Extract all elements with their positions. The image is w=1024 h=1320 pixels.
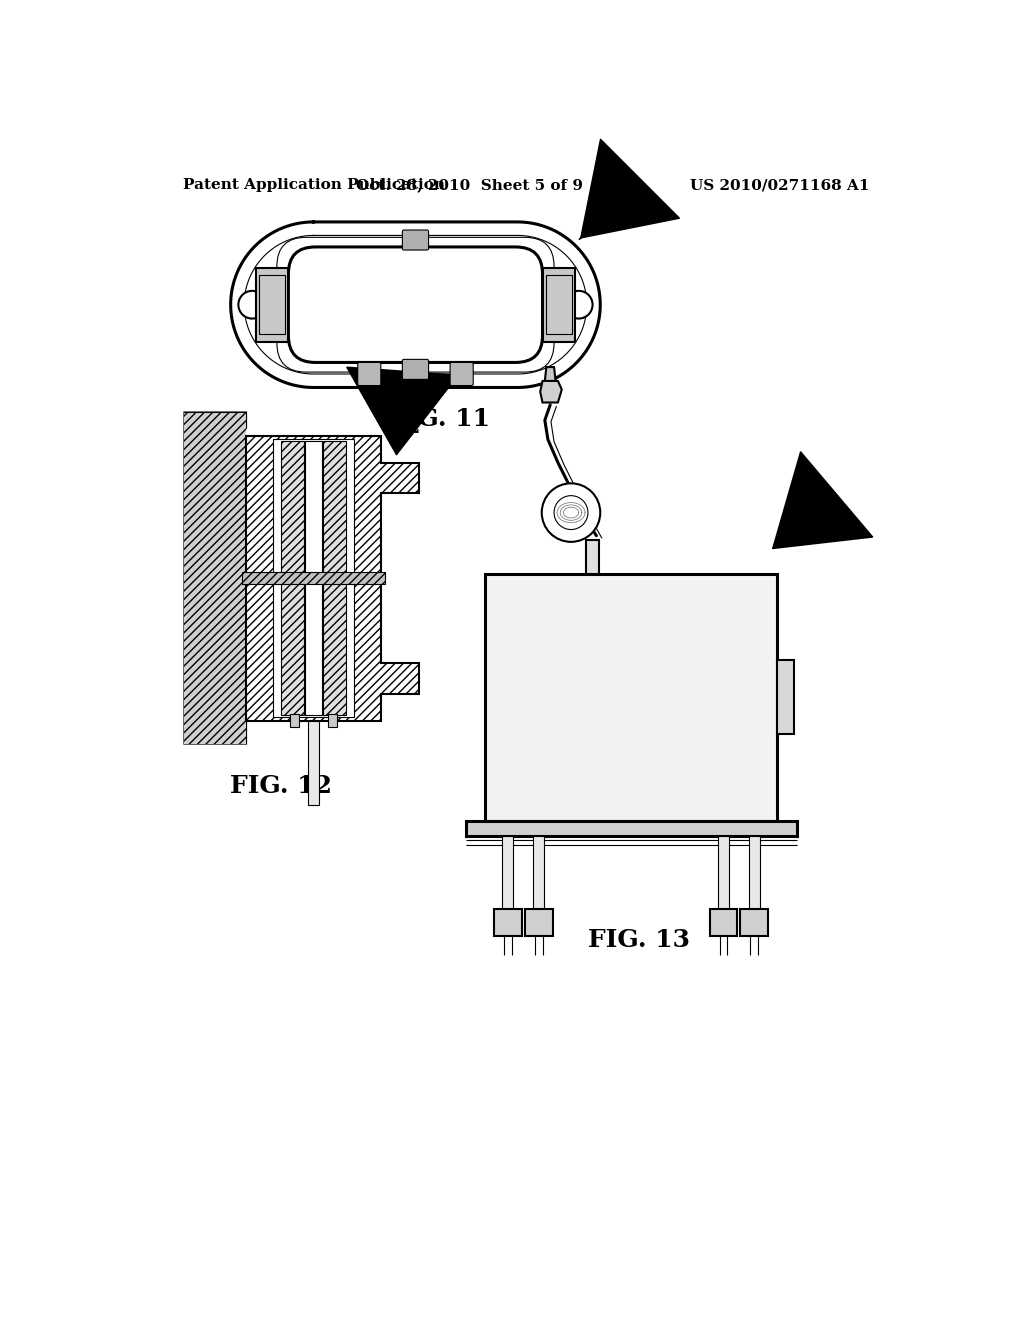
Polygon shape [494,909,521,936]
Polygon shape [184,412,246,743]
FancyBboxPatch shape [357,363,381,385]
Polygon shape [230,222,600,388]
Circle shape [565,290,593,318]
Text: 52: 52 [395,418,420,437]
Polygon shape [184,412,246,743]
FancyBboxPatch shape [289,247,543,363]
Text: Patent Application Publication: Patent Application Publication [183,178,444,193]
FancyBboxPatch shape [402,230,429,249]
Circle shape [542,483,600,543]
Polygon shape [323,441,346,715]
Polygon shape [740,909,768,936]
Polygon shape [749,836,760,909]
FancyBboxPatch shape [402,359,429,379]
Polygon shape [541,381,562,403]
Polygon shape [308,721,318,805]
Text: US 2010/0271168 A1: US 2010/0271168 A1 [690,178,869,193]
Polygon shape [534,836,544,909]
Polygon shape [543,268,574,342]
Text: FIG. 11: FIG. 11 [387,407,489,430]
Polygon shape [484,574,777,821]
Text: 10: 10 [787,507,813,525]
Polygon shape [305,441,322,715]
Polygon shape [290,714,299,726]
Polygon shape [273,440,354,717]
Circle shape [239,290,266,318]
FancyBboxPatch shape [451,363,473,385]
Text: 52: 52 [594,205,618,223]
Polygon shape [466,821,797,836]
Text: FIG. 12: FIG. 12 [229,774,332,799]
Polygon shape [586,540,599,574]
Polygon shape [246,436,419,721]
Polygon shape [524,909,553,936]
Polygon shape [718,836,729,909]
Polygon shape [777,660,795,734]
Text: Oct. 28, 2010  Sheet 5 of 9: Oct. 28, 2010 Sheet 5 of 9 [356,178,583,193]
Text: FIG. 13: FIG. 13 [588,928,690,952]
Polygon shape [256,268,289,342]
Polygon shape [328,714,337,726]
Polygon shape [243,572,385,585]
Polygon shape [710,909,737,936]
Polygon shape [545,367,556,381]
Polygon shape [503,836,513,909]
Polygon shape [281,441,304,715]
